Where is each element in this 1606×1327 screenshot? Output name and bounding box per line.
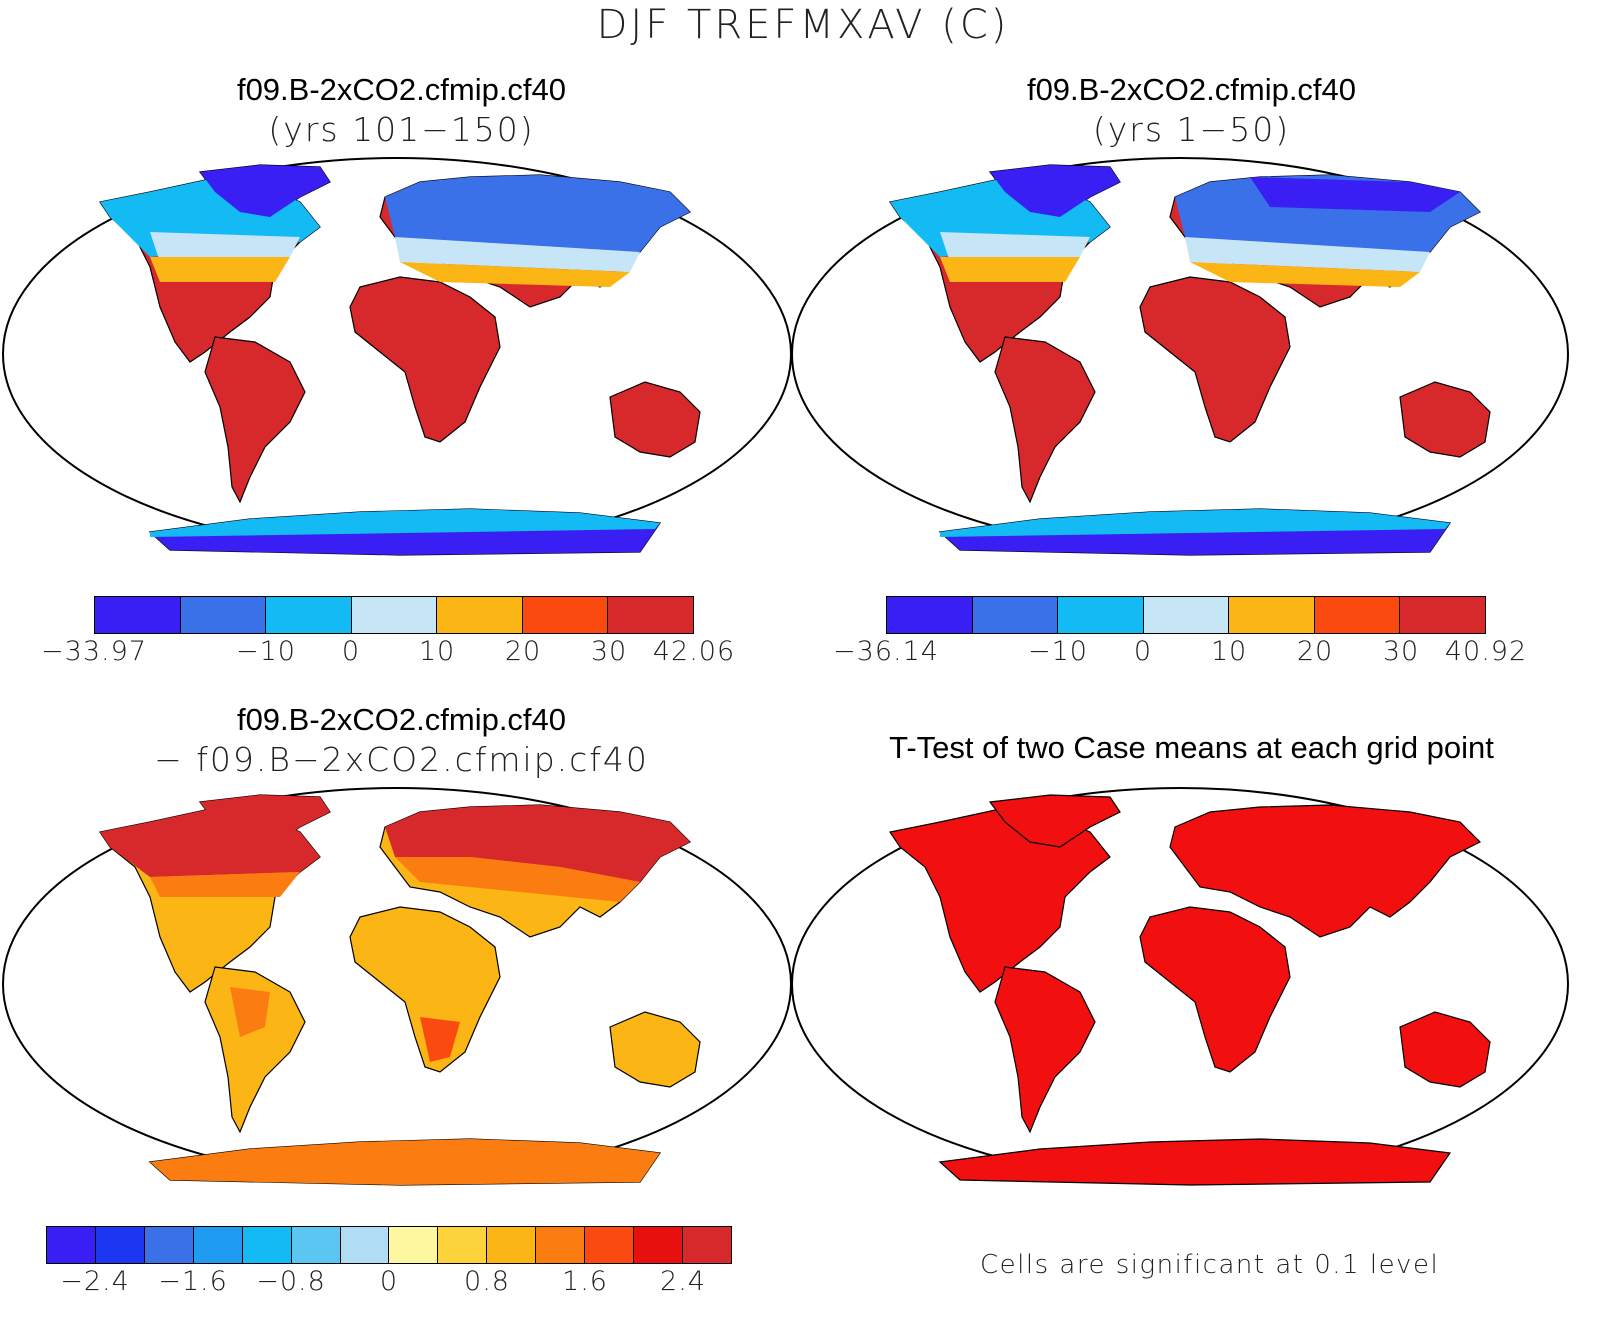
colorbar-tick: 20	[504, 636, 542, 667]
colorbar-swatch	[522, 597, 609, 633]
colorbar-swatch	[389, 1227, 439, 1263]
colorbar-tick: 40.92	[1444, 636, 1528, 667]
colorbar-swatch	[972, 597, 1059, 633]
colorbar-tick: −2.4	[60, 1266, 130, 1297]
colorbar-swatch	[634, 1227, 683, 1263]
colorbar-tick: −33.97	[41, 636, 147, 667]
colorbar-swatch	[585, 1227, 635, 1263]
colorbar-ticks-panel-2: −36.14 −10 0 10 20 30 40.92	[790, 636, 1593, 676]
panel-top-right: f09.B-2xCO2.cfmip.cf40 (yrs 1−50)	[790, 0, 1593, 667]
colorbar-swatch	[95, 1227, 145, 1263]
colorbar-tick: −10	[1028, 636, 1088, 667]
cold-bands	[890, 165, 1480, 555]
colorbar-tick: 0	[341, 636, 361, 667]
colorbar-swatch	[487, 1227, 537, 1263]
colorbar-tick: 0.8	[464, 1266, 510, 1297]
map-panel-2	[791, 157, 1569, 556]
panel-subtitle-years: (yrs 1−50)	[1092, 110, 1291, 149]
colorbar-tick: 20	[1296, 636, 1334, 667]
colorbar-swatch	[47, 1227, 96, 1263]
colorbar-swatch	[193, 1227, 243, 1263]
colorbar-swatch	[180, 597, 267, 633]
colorbar-tick: 42.06	[652, 636, 736, 667]
colorbar-swatch	[1058, 597, 1144, 633]
panel-subtitle-years: (yrs 101−150)	[268, 110, 535, 149]
colorbar-tick: 10	[418, 636, 456, 667]
colorbar-swatch	[291, 1227, 341, 1263]
panel-title-ttest: T-Test of two Case means at each grid po…	[889, 730, 1494, 765]
colorbar-panel-1	[94, 596, 694, 634]
colorbar-tick: −10	[236, 636, 296, 667]
colorbar-tick: −1.6	[158, 1266, 228, 1297]
colorbar-swatch	[340, 1227, 390, 1263]
warm-bands	[100, 795, 690, 1185]
panel-title-case: f09.B-2xCO2.cfmip.cf40	[236, 72, 567, 107]
colorbar-swatch	[887, 597, 973, 633]
colorbar-tick: 0	[379, 1266, 399, 1297]
colorbar-swatch	[1143, 597, 1230, 633]
colorbar-swatch	[266, 597, 352, 633]
colorbar-tick: 10	[1210, 636, 1248, 667]
colorbar-swatch	[95, 597, 181, 633]
colorbar-swatch	[242, 1227, 292, 1263]
colorbar-swatch	[1400, 597, 1486, 633]
map-panel-1	[2, 157, 792, 556]
colorbar-swatch	[351, 597, 438, 633]
map-panel-4	[791, 787, 1569, 1186]
cold-bands	[100, 165, 690, 555]
panel-top-left: f09.B-2xCO2.cfmip.cf40 (yrs 101−150)	[0, 0, 803, 667]
panel-subtitle-difference: − f09.B−2xCO2.cfmip.cf40	[154, 740, 649, 779]
colorbar-swatch	[1229, 597, 1315, 633]
significance-note: Cells are significant at 0.1 level	[980, 1250, 1440, 1280]
colorbar-panel-3	[46, 1226, 732, 1264]
colorbar-swatch	[536, 1227, 586, 1263]
map-panel-3	[2, 787, 792, 1186]
colorbar-panel-2	[886, 596, 1486, 634]
colorbar-tick: 30	[590, 636, 628, 667]
colorbar-ticks-panel-3: −2.4 −1.6 −0.8 0 0.8 1.6 2.4	[0, 1266, 803, 1306]
colorbar-tick: 0	[1133, 636, 1153, 667]
colorbar-tick: 1.6	[562, 1266, 608, 1297]
colorbar-swatch	[438, 1227, 488, 1263]
panel-title-case: f09.B-2xCO2.cfmip.cf40	[1026, 72, 1357, 107]
colorbar-ticks-panel-1: −33.97 −10 0 10 20 30 42.06	[0, 636, 803, 676]
colorbar-swatch	[608, 597, 694, 633]
colorbar-tick: 2.4	[660, 1266, 706, 1297]
colorbar-tick: −0.8	[256, 1266, 326, 1297]
panel-bottom-right: T-Test of two Case means at each grid po…	[790, 630, 1593, 1290]
colorbar-swatch	[437, 597, 523, 633]
colorbar-swatch	[682, 1227, 731, 1263]
colorbar-swatch	[1314, 597, 1401, 633]
colorbar-swatch	[144, 1227, 194, 1263]
panel-bottom-left: f09.B-2xCO2.cfmip.cf40 − f09.B−2xCO2.cfm…	[0, 630, 803, 1297]
colorbar-tick: 30	[1382, 636, 1420, 667]
panel-title-case: f09.B-2xCO2.cfmip.cf40	[236, 702, 567, 737]
colorbar-tick: −36.14	[833, 636, 939, 667]
main-title: DJF TREFMXAV (C)	[596, 2, 1010, 48]
